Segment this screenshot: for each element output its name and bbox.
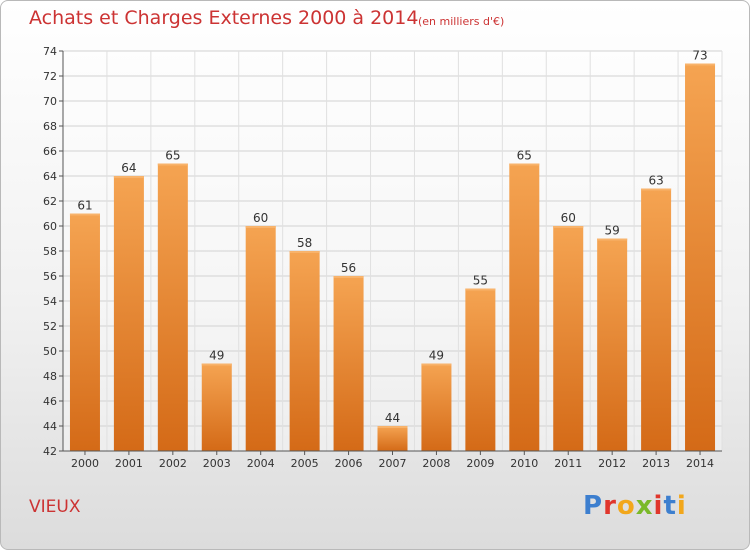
bar [641,188,672,451]
bar [289,251,320,451]
y-tick-label: 44 [43,420,57,433]
data-label: 49 [429,349,444,363]
y-tick-label: 42 [43,445,57,458]
y-tick-label: 60 [43,220,57,233]
y-tick-label: 48 [43,370,57,383]
bar-highlight [69,213,100,216]
brand-letter: t [663,491,677,521]
commune-name: VIEUX [29,497,81,517]
data-label: 59 [605,224,620,238]
bar-highlight [113,176,144,178]
axes [59,50,722,455]
chart-subtitle: (en milliers d'€) [418,15,505,28]
data-label: 58 [297,236,312,250]
bar-highlight [157,163,188,166]
data-label: 55 [473,274,488,288]
data-label: 56 [341,261,356,275]
bar-highlight [509,163,540,166]
y-tick-label: 54 [43,295,57,308]
y-tick-label: 70 [43,95,57,108]
bar-highlight [465,288,496,291]
data-label: 60 [253,211,268,225]
x-tick-label: 2007 [379,457,407,470]
x-tick-label: 2014 [686,457,714,470]
data-label: 63 [648,174,663,188]
y-tick-label: 68 [43,120,57,133]
x-tick-label: 2002 [159,457,187,470]
y-tick-label: 74 [43,45,57,58]
bar-highlight [333,276,364,278]
x-tick-label: 2000 [71,457,99,470]
bar [201,363,232,451]
bar-highlight [377,426,408,428]
y-tick-label: 66 [43,145,57,158]
bar [685,63,716,451]
y-tick-label: 64 [43,170,57,183]
data-label: 60 [561,211,576,225]
bar-highlight [201,363,232,366]
brand-logo: Proxiti [583,491,687,521]
x-tick-label: 2003 [203,457,231,470]
bar-highlight [685,63,716,66]
bar-highlight [245,226,276,228]
y-tick-label: 62 [43,195,57,208]
data-label: 49 [209,349,224,363]
bar [509,163,540,451]
bar [113,176,144,451]
bar-highlight [641,188,672,191]
data-label: 65 [517,149,532,163]
bar-highlight [553,226,584,228]
x-tick-label: 2008 [422,457,450,470]
data-label: 61 [77,199,92,213]
bar [421,363,452,451]
bar-highlight [421,363,452,366]
bar [157,163,188,451]
bar-highlight [597,238,628,241]
bars [69,63,716,451]
y-tick-label: 50 [43,345,57,358]
y-tick-label: 58 [43,245,57,258]
x-tick-label: 2005 [291,457,319,470]
brand-letter: r [603,491,617,521]
data-label: 64 [121,161,136,175]
y-tick-label: 72 [43,70,57,83]
x-tick-label: 2004 [247,457,275,470]
bar [333,276,364,451]
x-tick-label: 2009 [466,457,494,470]
x-tick-label: 2011 [554,457,582,470]
brand-letter: x [635,491,654,521]
brand-letter: P [583,491,604,521]
brand-letter: o [616,491,636,521]
brand-letter: i [676,491,687,521]
x-tick-label: 2010 [510,457,538,470]
bar [553,226,584,451]
data-label: 73 [692,49,707,63]
x-tick-label: 2013 [642,457,670,470]
y-tick-label: 56 [43,270,57,283]
x-tick-label: 2012 [598,457,626,470]
brand-letter: i [653,491,664,521]
bar [377,426,408,451]
x-tick-label: 2006 [335,457,363,470]
bar [465,288,496,451]
y-tick-label: 52 [43,320,57,333]
chart-title: Achats et Charges Externes 2000 à 2014 [29,7,419,29]
bar [245,226,276,451]
data-label: 44 [385,411,400,425]
x-tick-label: 2001 [115,457,143,470]
data-label: 65 [165,149,180,163]
bar-highlight [289,251,320,253]
bar [597,238,628,451]
y-tick-label: 46 [43,395,57,408]
bar [69,213,100,451]
labels: 42 44 46 48 50 52 54 56 58 60 62 64 66 68 70 72 74 61 2000… [43,45,714,470]
